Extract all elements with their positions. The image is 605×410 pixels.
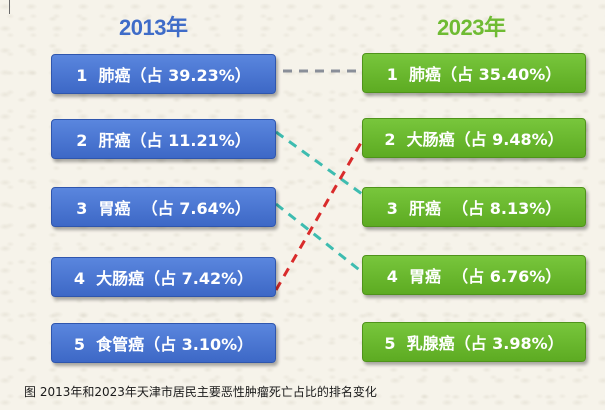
connector-line-stomach	[275, 202, 363, 274]
rank-2023-item-3: 3 肝癌 （占 8.13%）	[362, 187, 586, 227]
connector-line-colorectal	[274, 140, 364, 291]
figure-caption: 图 2013年和2023年天津市居民主要恶性肿瘤死亡占比的排名变化	[24, 385, 377, 399]
rank-2013-item-3: 3 胃癌 （占 7.64%）	[51, 187, 276, 227]
rank-2013-item-2: 2 肝癌（占 11.21%）	[51, 119, 276, 159]
title-2023: 2023年	[437, 15, 506, 40]
rank-2023-item-4: 4 胃癌 （占 6.76%）	[362, 255, 586, 295]
rank-2013-item-1: 1 肺癌（占 39.23%）	[51, 54, 276, 94]
connector-line-liver	[275, 130, 363, 196]
rank-2023-item-5: 5 乳腺癌（占 3.98%）	[362, 322, 586, 362]
rank-2023-item-1: 1 肺癌（占 35.40%）	[362, 53, 586, 93]
title-2013: 2013年	[119, 15, 188, 40]
rank-2013-item-4: 4 大肠癌（占 7.42%）	[51, 257, 276, 297]
frame-corner-line	[9, 0, 10, 14]
rank-2023-item-2: 2 大肠癌（占 9.48%）	[362, 118, 586, 158]
rank-2013-item-5: 5 食管癌（占 3.10%）	[51, 323, 276, 363]
